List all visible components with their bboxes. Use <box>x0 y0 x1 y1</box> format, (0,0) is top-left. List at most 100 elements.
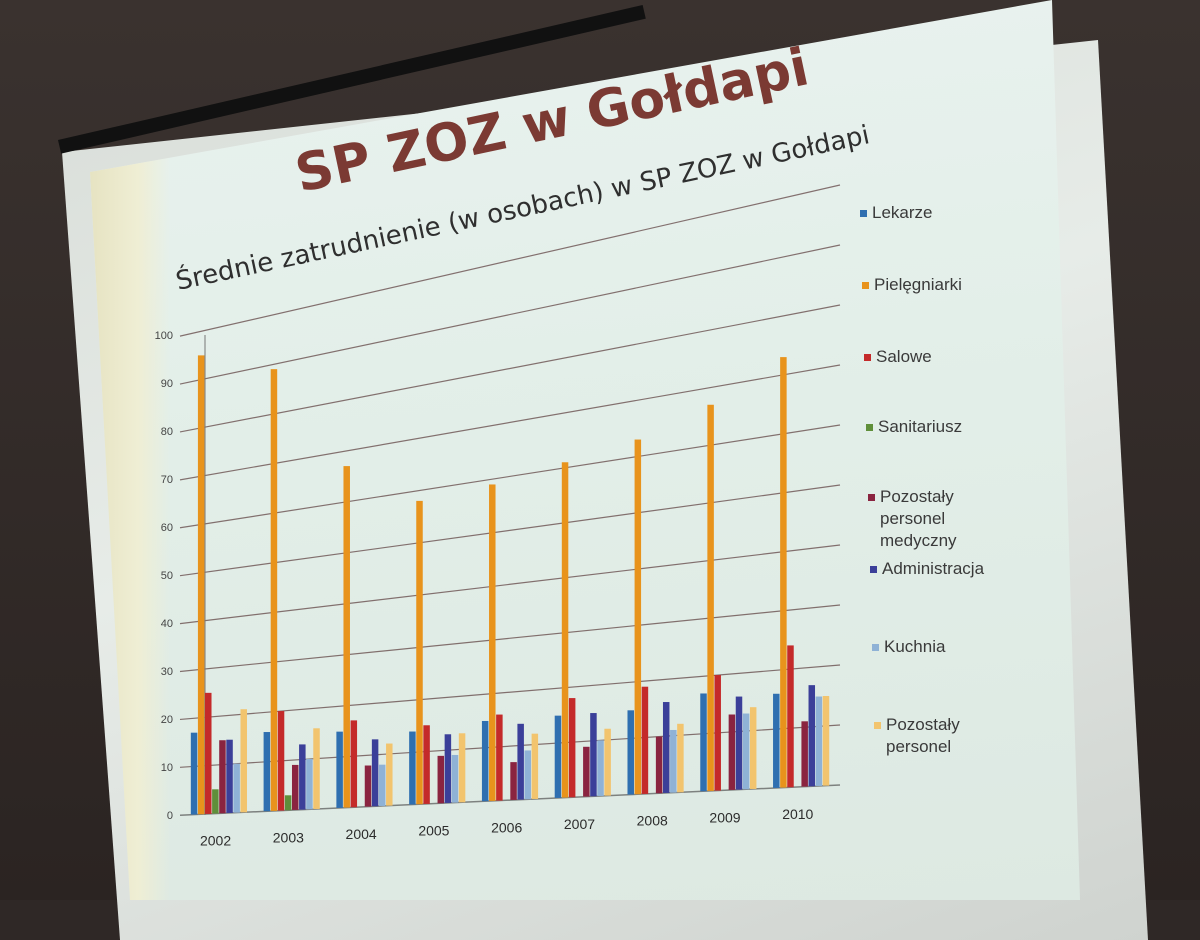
legend-label-line: Pielęgniarki <box>874 275 962 294</box>
bar <box>780 357 787 788</box>
bar <box>634 439 642 795</box>
gridline <box>179 364 841 481</box>
bar <box>531 733 539 799</box>
gridline <box>179 604 841 673</box>
y-tick-label: 40 <box>161 618 173 630</box>
bar <box>749 707 757 789</box>
legend-label: Sanitariusz <box>878 417 962 436</box>
bar <box>336 731 343 808</box>
bar <box>378 764 386 806</box>
bar <box>670 729 677 793</box>
bar <box>597 740 604 796</box>
bar <box>364 765 372 807</box>
legend-swatch <box>874 722 881 729</box>
bar <box>707 404 714 791</box>
bar <box>700 693 707 792</box>
bar <box>604 728 611 796</box>
bar <box>568 698 576 798</box>
x-tick-label: 2002 <box>200 833 231 849</box>
y-tick-label: 60 <box>161 522 173 534</box>
y-tick-label: 30 <box>161 666 173 678</box>
gridline <box>179 304 841 433</box>
bar <box>641 686 649 794</box>
bar <box>517 723 524 800</box>
legend-swatch <box>868 494 875 501</box>
legend-label-line: Administracja <box>882 559 985 578</box>
legend: Lekarze Pielęgniarki Salowe Sanitariusz Pozo… <box>860 203 985 756</box>
bar <box>371 739 379 807</box>
legend-swatch <box>860 210 867 217</box>
bar <box>197 355 205 815</box>
bar <box>742 713 750 790</box>
legend-label: Pielęgniarki <box>874 275 962 294</box>
y-tick-label: 100 <box>155 330 173 342</box>
bar <box>735 696 743 790</box>
bar <box>822 696 830 786</box>
legend-label: Salowe <box>876 347 932 366</box>
bar <box>386 743 393 806</box>
gridline <box>179 184 841 337</box>
bar <box>714 675 721 791</box>
bar <box>270 369 278 811</box>
legend-label-line: Lekarze <box>872 203 932 222</box>
legend-label-line: Salowe <box>876 347 932 366</box>
legend-swatch <box>866 424 873 431</box>
bar <box>510 762 517 800</box>
legend-label-line: Pozostały <box>880 487 954 506</box>
gridline <box>179 544 841 625</box>
bar <box>677 723 684 793</box>
bar <box>284 795 292 811</box>
y-tick-label: 0 <box>167 810 173 822</box>
y-tick-label: 90 <box>161 378 173 390</box>
legend-swatch <box>864 354 871 361</box>
x-tick-label: 2003 <box>273 829 304 845</box>
bar <box>263 732 271 812</box>
bar <box>655 736 663 794</box>
bar <box>801 721 808 787</box>
bar <box>458 733 466 803</box>
bar <box>306 759 313 810</box>
bar <box>815 696 823 786</box>
gridline <box>179 664 841 721</box>
bar <box>561 462 569 798</box>
bar <box>808 685 816 787</box>
bar <box>212 789 219 814</box>
bar <box>226 739 233 813</box>
bar <box>205 692 212 814</box>
legend-label-line: Pozostały <box>886 715 960 734</box>
gridline <box>179 424 841 529</box>
y-tick-label: 20 <box>161 714 173 726</box>
x-tick-label: 2009 <box>709 809 740 825</box>
bar <box>496 714 503 801</box>
x-tick-label: 2006 <box>491 819 522 835</box>
y-tick-label: 50 <box>161 570 173 582</box>
legend-label-line: personel <box>886 737 951 756</box>
bar <box>481 720 489 802</box>
y-axis-ticks: 0 10 20 30 40 50 60 70 80 90 100 <box>155 330 173 822</box>
legend-label: Pozostały personel medyczny <box>880 487 957 550</box>
gridline <box>179 484 841 577</box>
gridline <box>179 244 841 385</box>
bar <box>524 750 532 800</box>
legend-swatch <box>870 566 877 573</box>
legend-label-line: medyczny <box>880 531 957 550</box>
bar <box>583 746 590 797</box>
y-tick-label: 70 <box>161 474 173 486</box>
bar <box>233 763 240 813</box>
x-tick-label: 2005 <box>418 823 449 839</box>
bar <box>662 702 670 793</box>
bar <box>489 484 496 801</box>
legend-swatch <box>872 644 879 651</box>
bar <box>277 711 285 811</box>
legend-label: Lekarze <box>872 203 932 222</box>
bar <box>773 693 780 788</box>
bar <box>451 754 459 803</box>
bars <box>190 355 830 815</box>
legend-label: Pozostały personel <box>886 715 960 756</box>
legend-label-line: personel <box>880 509 945 528</box>
bar <box>291 764 299 810</box>
legend-label: Kuchnia <box>884 637 946 656</box>
bar <box>627 710 634 795</box>
bar <box>423 725 430 804</box>
x-tick-label: 2010 <box>782 806 813 822</box>
